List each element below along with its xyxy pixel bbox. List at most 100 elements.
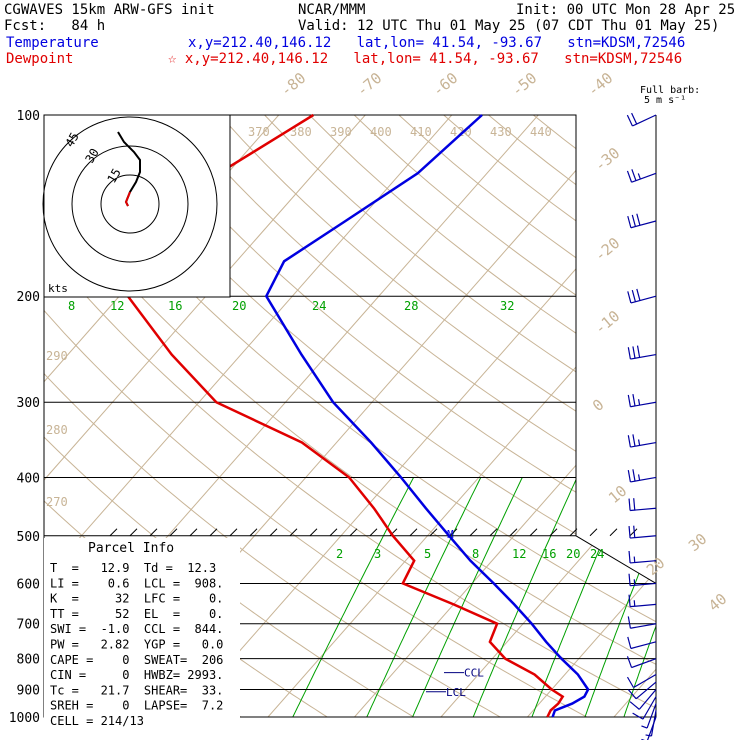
isotherm [440,115,656,717]
dry-adiabat [353,115,656,717]
wind-barb [628,525,657,539]
isotherm-label: -10 [591,307,623,338]
barb-flag [633,579,636,586]
isotherm [44,115,453,717]
theta-label: 280 [46,423,68,437]
level-tick [309,528,318,537]
temperature-profile [264,114,590,718]
dry-adiabat [44,115,588,717]
level-tick [209,528,218,537]
barb-flag [628,498,631,511]
level-tick [289,528,298,537]
level-tick [569,528,578,537]
wind-barb [627,469,657,483]
wind-barb [627,434,657,448]
level-tick [469,528,478,537]
barb-staff [630,401,657,408]
mixing-ratio-line [472,477,578,717]
dry-adiabat [44,115,656,717]
barb-flag [636,345,641,358]
level-tick [489,528,498,537]
mixing-ratio-label: 20 [566,547,580,561]
mixing-ratio-label: 12 [512,547,526,561]
parcel-line: LI = 0.6 LCL = 908. [50,576,223,590]
hodo-ring [100,174,160,234]
hodo-ring [42,116,218,292]
barb-key-line2: 5 m s⁻¹ [644,95,687,106]
level-tick [369,528,378,537]
mixing-ratio-label: 8 [472,547,479,561]
barb-key: Full barb: 5 m s⁻¹ [640,86,700,106]
barb-flag [633,600,636,607]
dry-adiabat [668,115,740,717]
barb-flag [628,594,631,607]
barb-flag [627,394,631,407]
barb-staff [638,689,657,710]
mixing-ratio-label: 5 [424,547,431,561]
barb-flag [633,498,636,511]
dewpoint-location: ☆ x,y=212.40,146.12 lat,lon= 41.54, -93.… [168,51,683,67]
wind-barb [626,673,657,689]
wind-barb [626,112,657,127]
isobar-label: 400 [17,471,40,486]
barb-flag [636,288,641,301]
level-tick [149,528,158,537]
dry-adiabat [443,115,656,717]
hodo-ring [71,145,189,263]
parcel-title: Parcel Info [88,541,174,556]
barb-staff [630,507,657,512]
level-tick [549,528,558,537]
barb-flag [633,556,636,563]
wind-barb [629,689,657,710]
wind-barb [627,681,657,700]
mixing-ratio-label: 8 [68,299,75,313]
hodo-units: kts [48,282,68,295]
hodograph-box [43,114,231,298]
mixing-ratio-label: 32 [500,299,514,313]
dry-adiabat [712,115,740,717]
wind-barb [632,696,657,720]
barb-flag [626,114,633,127]
mixing-ratio-label: 16 [542,547,556,561]
barb-staff [630,535,657,539]
isobar-label: 500 [17,530,40,545]
mixing-ratio-line [623,477,656,717]
mixing-ratio-line [654,477,656,717]
mixing-ratio-line [292,477,415,717]
isobar-label: 100 [17,109,40,124]
isotherm-label: -60 [429,69,461,100]
isotherm [267,115,656,717]
theta-label: 370 [248,125,270,139]
wind-barb [641,703,657,729]
barb-flag [627,689,637,700]
barb-flag [645,734,652,737]
hodo-ring-label: 30 [82,146,101,166]
barb-flag [632,712,644,720]
barb-flag [632,434,636,447]
dry-adiabat [398,115,656,717]
level-tick [529,528,538,537]
isotherm [613,115,656,717]
valid-time: Valid: 12 UTC Thu 01 May 25 (07 CDT Thu … [298,18,720,34]
barb-flag [627,470,631,483]
theta-label: 290 [46,349,68,363]
isotherm [44,115,366,717]
wind-barb [627,288,657,304]
isotherm [181,115,656,717]
level-tick [329,528,338,537]
dry-adiabat [577,115,656,717]
mixing-ratio-label: 24 [590,547,604,561]
isobar-label: 900 [17,683,40,698]
level-tick [449,528,458,537]
wind-barb [626,169,657,183]
level-tick [229,528,238,537]
wind-barb [627,394,657,408]
ccl-marker: CCL [464,667,484,680]
barb-flag [628,526,631,539]
barb-staff [635,681,657,700]
parcel-line: K = 32 LFC = 0. [50,592,223,606]
barb-flag [641,725,648,729]
model-title: CGWAVES 15km ARW-GFS init [4,2,215,18]
dewpoint-legend: Dewpoint [6,51,74,67]
